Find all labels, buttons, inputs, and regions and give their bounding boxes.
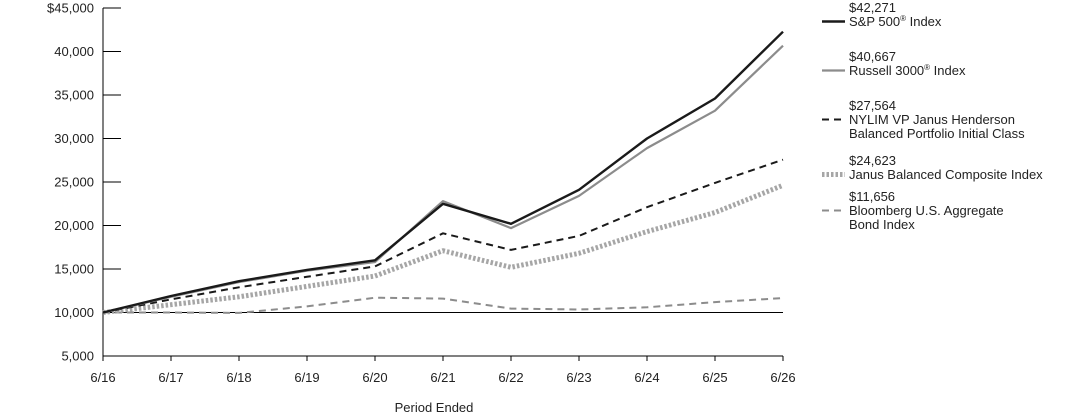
y-tick-label: 25,000 [54, 175, 94, 190]
x-axis-title: Period Ended [395, 400, 474, 415]
x-tick-label: 6/24 [634, 370, 659, 385]
legend-label: Bloomberg U.S. Aggregate [849, 203, 1004, 218]
series-line-4 [102, 182, 784, 315]
legend-end-value: $40,667 [849, 49, 896, 64]
legend-label: Janus Balanced Composite Index [849, 167, 1043, 182]
x-tick-label: 6/22 [498, 370, 523, 385]
legend-label: Bond Index [849, 217, 915, 232]
legend-label: Balanced Portfolio Initial Class [849, 126, 1025, 141]
x-tick-label: 6/23 [566, 370, 591, 385]
legend-end-value: $27,564 [849, 98, 896, 113]
y-tick-label: 35,000 [54, 88, 94, 103]
y-tick-label: 5,000 [61, 349, 94, 364]
legend-label: S&P 500® Index [849, 14, 942, 29]
x-tick-label: 6/19 [294, 370, 319, 385]
y-tick-label: 40,000 [54, 44, 94, 59]
x-tick-label: 6/20 [362, 370, 387, 385]
y-tick-label: 15,000 [54, 262, 94, 277]
x-tick-label: 6/21 [430, 370, 455, 385]
y-tick-label: 30,000 [54, 131, 94, 146]
series-line-3 [102, 158, 784, 314]
y-axis: $45,000 40,000 35,000 30,000 25,000 20,000 15,… [47, 1, 121, 364]
legend-end-value: $42,271 [849, 0, 896, 15]
y-tick-label: $45,000 [47, 1, 94, 16]
legend-end-value: $11,656 [849, 189, 895, 204]
y-tick-label: 20,000 [54, 218, 94, 233]
legend-label: NYLIM VP Janus Henderson [849, 112, 1015, 127]
x-tick-label: 6/17 [158, 370, 183, 385]
series-layer [102, 30, 784, 315]
x-axis: 6/16 6/17 6/18 6/19 6/20 6/21 6/22 6/23 6/24 6/25… [90, 355, 796, 385]
y-tick-label: 10,000 [54, 305, 94, 320]
x-tick-label: 6/18 [226, 370, 251, 385]
x-tick-label: 6/16 [90, 370, 115, 385]
legend-end-value: $24,623 [849, 153, 896, 168]
x-tick-label: 6/26 [770, 370, 795, 385]
series-line-2 [102, 44, 784, 314]
series-line-5 [103, 296, 784, 314]
legend-label: Russell 3000® Index [849, 63, 966, 78]
x-tick-label: 6/25 [702, 370, 727, 385]
series-line-1 [102, 30, 784, 314]
